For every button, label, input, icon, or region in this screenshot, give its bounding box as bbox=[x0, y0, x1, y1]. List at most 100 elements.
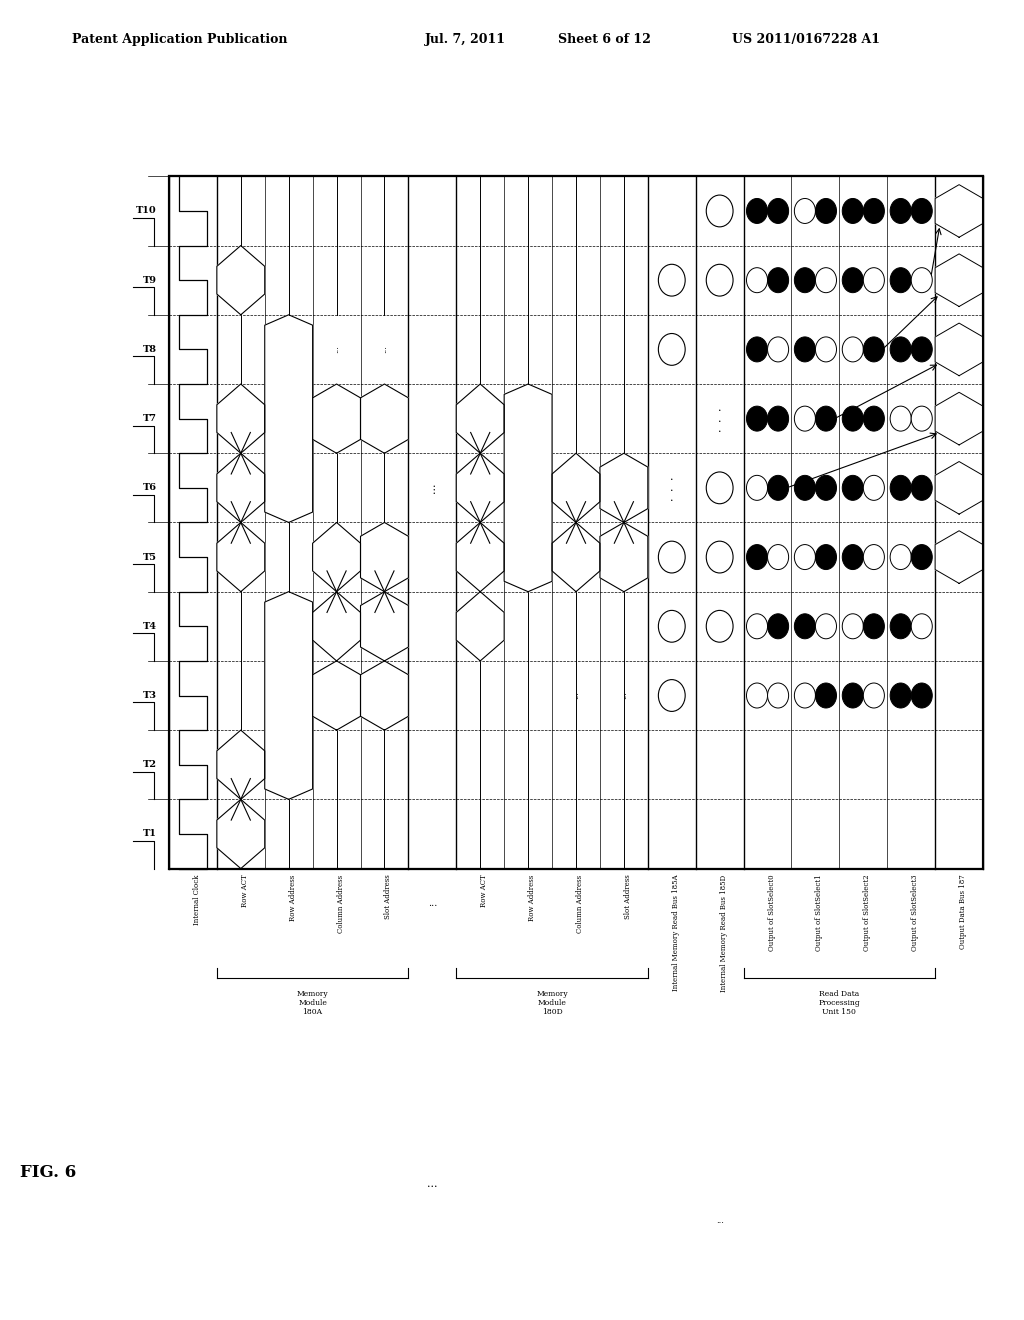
Text: Column Address: Column Address bbox=[575, 875, 584, 933]
Circle shape bbox=[890, 475, 911, 500]
Circle shape bbox=[707, 541, 733, 573]
Circle shape bbox=[768, 614, 788, 639]
Circle shape bbox=[843, 682, 863, 708]
Circle shape bbox=[768, 407, 788, 432]
Polygon shape bbox=[935, 323, 983, 376]
Circle shape bbox=[795, 407, 815, 432]
Circle shape bbox=[911, 682, 932, 708]
Text: .: . bbox=[670, 483, 674, 492]
Circle shape bbox=[746, 337, 768, 362]
Text: ...: ... bbox=[620, 692, 628, 700]
Circle shape bbox=[863, 407, 885, 432]
Polygon shape bbox=[935, 462, 983, 515]
Polygon shape bbox=[600, 453, 648, 523]
Text: ...: ... bbox=[381, 622, 388, 630]
Polygon shape bbox=[360, 591, 409, 661]
Circle shape bbox=[890, 407, 911, 432]
Circle shape bbox=[746, 614, 768, 639]
Text: READ: READ bbox=[239, 756, 244, 774]
Text: Output of SlotSelect0: Output of SlotSelect0 bbox=[768, 875, 775, 952]
Text: .: . bbox=[718, 413, 722, 424]
Text: Slot Address: Slot Address bbox=[624, 875, 632, 920]
Circle shape bbox=[768, 682, 788, 708]
Circle shape bbox=[707, 473, 733, 504]
Circle shape bbox=[795, 268, 815, 293]
Polygon shape bbox=[312, 384, 360, 453]
Circle shape bbox=[890, 545, 911, 569]
Circle shape bbox=[658, 334, 685, 366]
Polygon shape bbox=[600, 523, 648, 591]
Text: Output Data Bus 187: Output Data Bus 187 bbox=[959, 875, 967, 949]
Text: PageOpen: PageOpen bbox=[478, 474, 482, 502]
Text: S2: S2 bbox=[956, 416, 962, 422]
Polygon shape bbox=[217, 730, 265, 800]
Circle shape bbox=[658, 680, 685, 711]
Circle shape bbox=[768, 337, 788, 362]
Text: 0D-S3: 0D-S3 bbox=[334, 549, 339, 565]
Circle shape bbox=[707, 195, 733, 227]
Polygon shape bbox=[552, 453, 600, 523]
Circle shape bbox=[768, 475, 788, 500]
Text: T6: T6 bbox=[142, 483, 157, 492]
Circle shape bbox=[658, 541, 685, 573]
Text: Page Close: Page Close bbox=[239, 544, 244, 570]
Circle shape bbox=[815, 268, 837, 293]
Text: S4: S4 bbox=[956, 277, 962, 284]
Circle shape bbox=[707, 264, 733, 296]
Circle shape bbox=[911, 614, 932, 639]
Text: ...: ... bbox=[428, 899, 437, 908]
Polygon shape bbox=[217, 384, 265, 453]
Circle shape bbox=[911, 545, 932, 569]
Text: PageOpen: PageOpen bbox=[239, 821, 244, 847]
Circle shape bbox=[890, 614, 911, 639]
Circle shape bbox=[815, 407, 837, 432]
Text: Row ACT: Row ACT bbox=[480, 875, 488, 907]
Circle shape bbox=[746, 198, 768, 223]
Circle shape bbox=[746, 268, 768, 293]
Polygon shape bbox=[312, 591, 360, 661]
Text: Row ACT: Row ACT bbox=[241, 875, 249, 907]
Circle shape bbox=[843, 337, 863, 362]
Circle shape bbox=[658, 610, 685, 643]
Text: Internal Memory Read Bus 185D: Internal Memory Read Bus 185D bbox=[720, 875, 728, 991]
Polygon shape bbox=[265, 314, 312, 523]
Text: T8: T8 bbox=[142, 345, 157, 354]
Text: Output of SlotSelect2: Output of SlotSelect2 bbox=[863, 875, 871, 952]
Text: Internal Clock: Internal Clock bbox=[193, 875, 201, 925]
Text: T7: T7 bbox=[142, 414, 157, 424]
Polygon shape bbox=[457, 453, 504, 523]
Circle shape bbox=[746, 475, 768, 500]
Text: .: . bbox=[670, 494, 674, 503]
Polygon shape bbox=[312, 661, 360, 730]
Polygon shape bbox=[504, 384, 552, 591]
Text: Jul. 7, 2011: Jul. 7, 2011 bbox=[425, 33, 506, 46]
Circle shape bbox=[815, 545, 837, 569]
Text: Row Address: Row Address bbox=[289, 875, 297, 921]
Polygon shape bbox=[935, 531, 983, 583]
Text: S0: S0 bbox=[956, 554, 962, 561]
Circle shape bbox=[890, 198, 911, 223]
Circle shape bbox=[863, 475, 885, 500]
Text: ...: ... bbox=[333, 346, 341, 354]
Circle shape bbox=[863, 682, 885, 708]
Polygon shape bbox=[457, 591, 504, 661]
Text: Sheet 6 of 12: Sheet 6 of 12 bbox=[558, 33, 651, 46]
Polygon shape bbox=[312, 523, 360, 591]
Circle shape bbox=[843, 545, 863, 569]
Text: FIG. 6: FIG. 6 bbox=[20, 1164, 77, 1180]
Polygon shape bbox=[265, 591, 312, 800]
Circle shape bbox=[863, 337, 885, 362]
Circle shape bbox=[843, 268, 863, 293]
Text: S3: S3 bbox=[956, 346, 962, 352]
Circle shape bbox=[815, 614, 837, 639]
Circle shape bbox=[911, 407, 932, 432]
Text: Column Address: Column Address bbox=[337, 875, 344, 933]
Circle shape bbox=[768, 545, 788, 569]
Circle shape bbox=[843, 407, 863, 432]
Circle shape bbox=[795, 545, 815, 569]
Text: Output of SlotSelect3: Output of SlotSelect3 bbox=[911, 875, 920, 952]
Text: S5: S5 bbox=[956, 207, 962, 214]
Text: 3A-S0: 3A-S0 bbox=[573, 480, 579, 496]
Text: T9: T9 bbox=[142, 276, 157, 285]
Circle shape bbox=[658, 264, 685, 296]
